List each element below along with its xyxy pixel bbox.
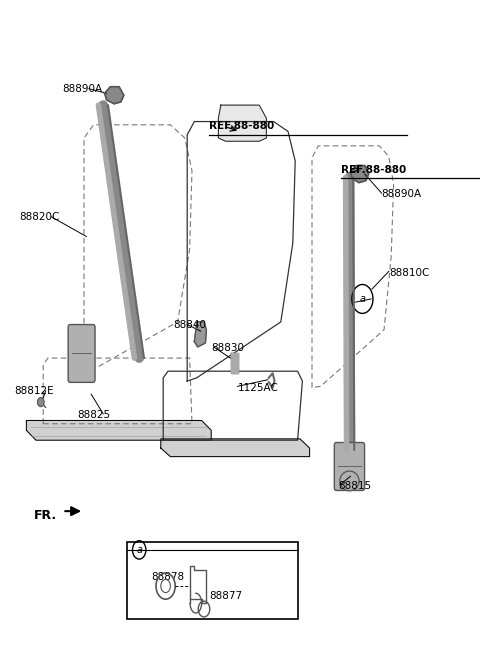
Text: 88825: 88825: [77, 410, 110, 420]
Polygon shape: [194, 322, 206, 347]
Text: 88890A: 88890A: [62, 83, 103, 94]
Polygon shape: [231, 353, 238, 373]
Text: 88820C: 88820C: [19, 212, 60, 222]
Polygon shape: [350, 166, 369, 183]
FancyBboxPatch shape: [334, 443, 365, 490]
Text: 88840: 88840: [173, 320, 206, 330]
Ellipse shape: [340, 471, 359, 491]
Text: REF.88-880: REF.88-880: [341, 164, 406, 175]
Text: 88812E: 88812E: [14, 386, 54, 396]
Text: 88830: 88830: [211, 343, 244, 353]
Text: 88815: 88815: [338, 481, 372, 491]
Text: FR.: FR.: [34, 509, 57, 522]
Text: a: a: [360, 294, 365, 304]
FancyBboxPatch shape: [68, 325, 95, 382]
Polygon shape: [218, 105, 266, 141]
Text: 88810C: 88810C: [389, 267, 429, 278]
Text: REF.88-880: REF.88-880: [209, 121, 274, 131]
Circle shape: [37, 397, 44, 407]
Text: 88890A: 88890A: [382, 189, 422, 199]
Bar: [127, 542, 298, 619]
Polygon shape: [105, 87, 124, 104]
Text: 88878: 88878: [151, 572, 184, 582]
Polygon shape: [26, 420, 211, 440]
Text: 88877: 88877: [209, 591, 242, 601]
Text: a: a: [136, 545, 142, 555]
Polygon shape: [161, 439, 310, 457]
Text: 1125AC: 1125AC: [238, 382, 278, 393]
